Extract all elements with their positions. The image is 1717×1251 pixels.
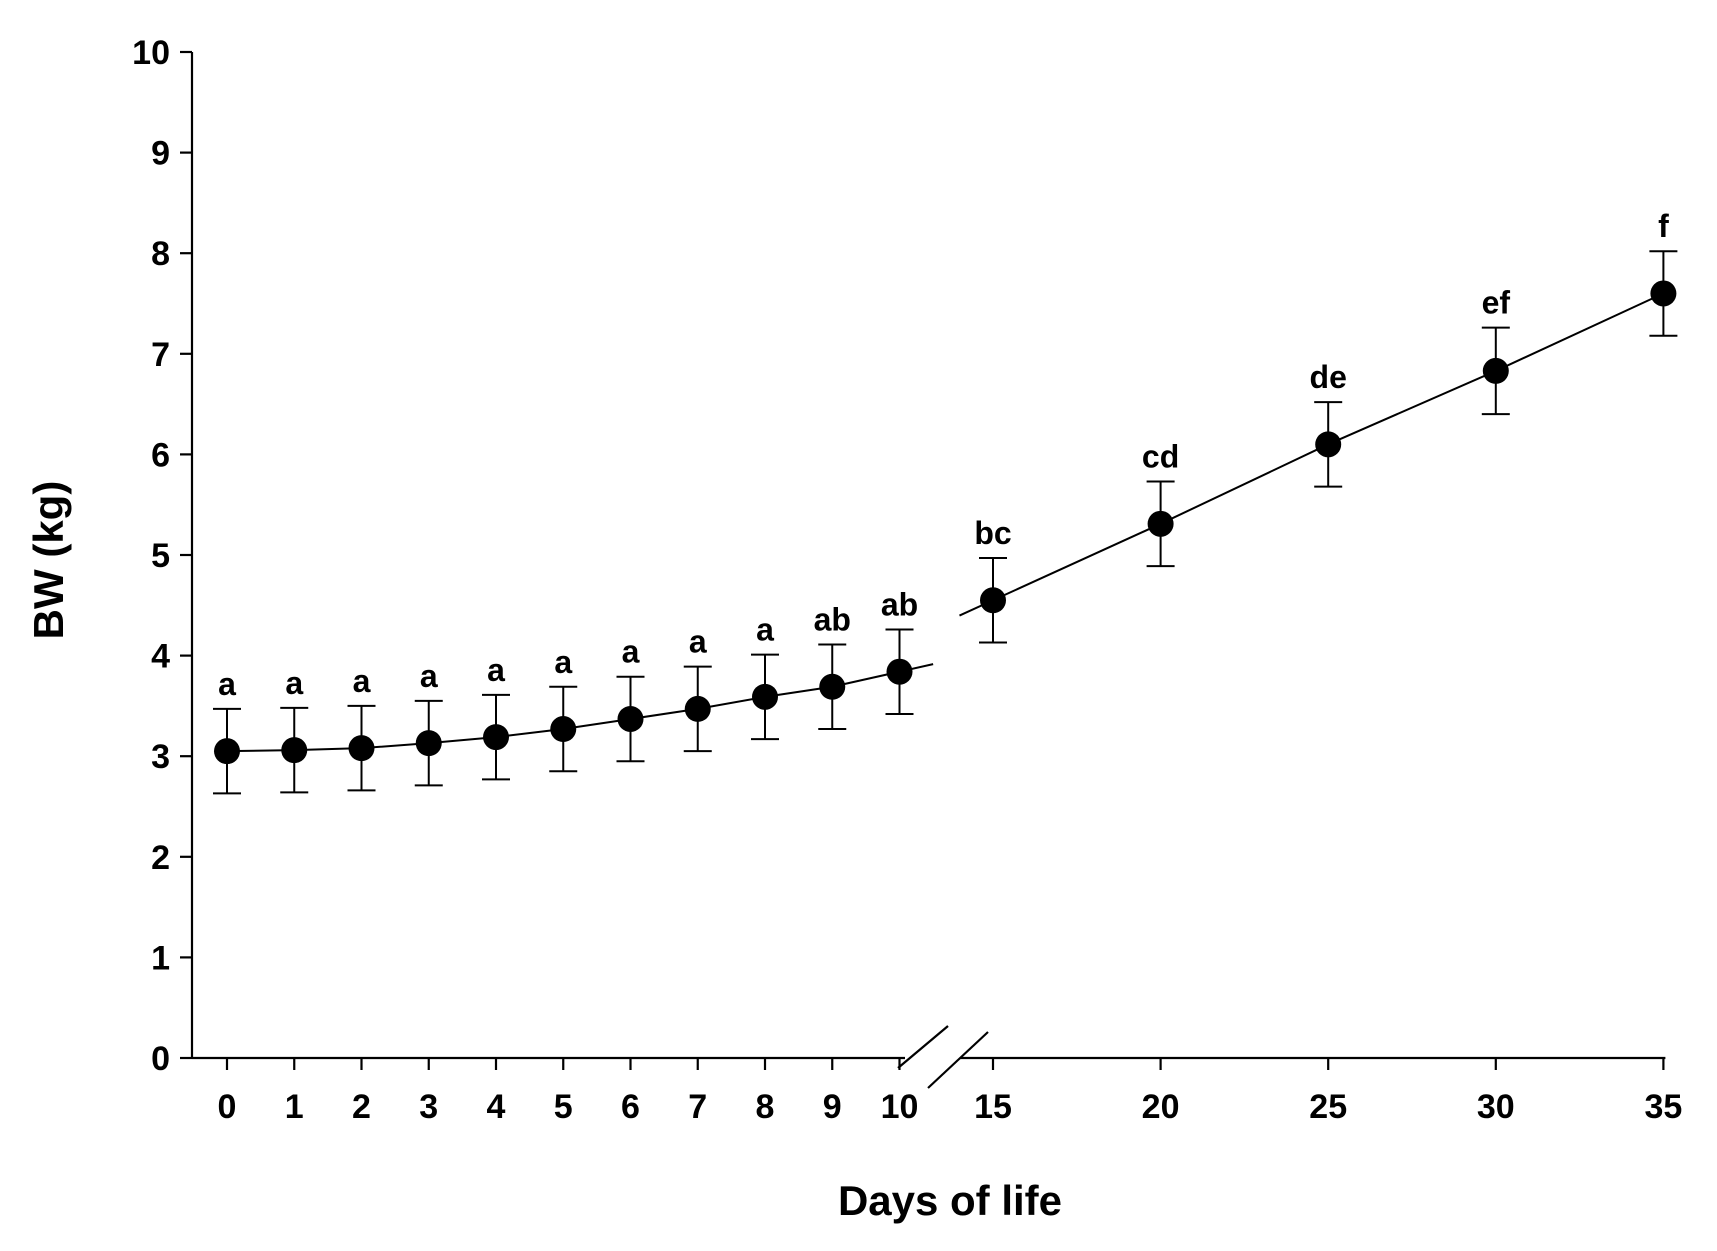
y-tick-label: 6 bbox=[151, 436, 170, 474]
data-point bbox=[886, 658, 913, 685]
x-tick-label: 6 bbox=[621, 1088, 640, 1126]
significance-label: a bbox=[689, 624, 707, 660]
data-point bbox=[415, 730, 442, 757]
significance-label: f bbox=[1658, 208, 1669, 244]
y-tick-label: 0 bbox=[151, 1040, 170, 1078]
significance-label: cd bbox=[1142, 439, 1179, 475]
axis-break-mark bbox=[927, 1031, 989, 1089]
axis-break-mark bbox=[897, 1025, 949, 1069]
significance-label: a bbox=[420, 658, 438, 694]
axes: 0 1 2 3 4 5 6 7 8 9 10 0 1 2 3 4 5 6 7 8 9 10 15 20 25 30 35 bbox=[132, 34, 1682, 1126]
x-tick-label: 4 bbox=[487, 1088, 506, 1126]
series-line-segment-2 bbox=[959, 292, 1664, 617]
data-point bbox=[819, 673, 846, 700]
x-tick-label: 5 bbox=[554, 1088, 573, 1126]
x-tick-label: 25 bbox=[1309, 1088, 1347, 1126]
data-point bbox=[214, 738, 240, 765]
significance-label: a bbox=[218, 666, 236, 702]
significance-label: ef bbox=[1482, 285, 1511, 321]
x-tick-label: 30 bbox=[1477, 1088, 1515, 1126]
y-tick-label: 5 bbox=[151, 537, 170, 575]
significance-label: de bbox=[1310, 359, 1347, 395]
significance-label: a bbox=[756, 612, 774, 648]
y-tick-label: 2 bbox=[151, 839, 170, 877]
data-point bbox=[684, 695, 711, 722]
y-tick-label: 9 bbox=[151, 135, 170, 173]
x-tick-label: 15 bbox=[974, 1088, 1012, 1126]
data-point bbox=[1650, 280, 1677, 307]
significance-labels: a a a a a a a a a ab ab bc cd de ef f bbox=[218, 208, 1669, 702]
significance-label: ab bbox=[881, 586, 918, 622]
significance-label: a bbox=[554, 644, 572, 680]
x-tick-label: 35 bbox=[1644, 1088, 1682, 1126]
x-tick-label: 9 bbox=[823, 1088, 842, 1126]
data-point bbox=[1147, 510, 1174, 537]
x-tick-label: 2 bbox=[352, 1088, 371, 1126]
y-tick-label: 10 bbox=[132, 34, 170, 72]
x-tick-label: 1 bbox=[285, 1088, 304, 1126]
series-bw bbox=[213, 250, 1678, 795]
x-tick-label: 20 bbox=[1142, 1088, 1180, 1126]
data-point bbox=[980, 587, 1006, 614]
data-point bbox=[550, 716, 577, 743]
significance-label: ab bbox=[814, 602, 851, 638]
data-point bbox=[617, 705, 644, 732]
x-tick-label: 8 bbox=[756, 1088, 775, 1126]
x-tick-label: 10 bbox=[881, 1088, 919, 1126]
y-tick-label: 4 bbox=[151, 638, 170, 676]
data-point bbox=[348, 735, 375, 762]
x-tick-label: 7 bbox=[688, 1088, 707, 1126]
significance-label: a bbox=[353, 663, 371, 699]
data-point bbox=[752, 683, 778, 710]
significance-label: a bbox=[487, 652, 505, 688]
significance-label: a bbox=[285, 665, 303, 701]
y-tick-label: 8 bbox=[151, 235, 170, 273]
data-point bbox=[1482, 357, 1509, 384]
data-point bbox=[483, 724, 509, 751]
x-tick-label: 3 bbox=[419, 1088, 438, 1126]
y-tick-label: 3 bbox=[151, 738, 170, 776]
significance-label: bc bbox=[974, 515, 1011, 551]
data-point bbox=[1315, 431, 1342, 458]
x-axis-title: Days of life bbox=[838, 1177, 1062, 1224]
y-axis-title: BW (kg) bbox=[25, 481, 72, 640]
y-tick-label: 1 bbox=[151, 939, 170, 977]
y-tick-label: 7 bbox=[151, 336, 170, 374]
x-tick-label: 0 bbox=[218, 1088, 237, 1126]
significance-label: a bbox=[622, 634, 640, 670]
data-point bbox=[281, 737, 308, 764]
